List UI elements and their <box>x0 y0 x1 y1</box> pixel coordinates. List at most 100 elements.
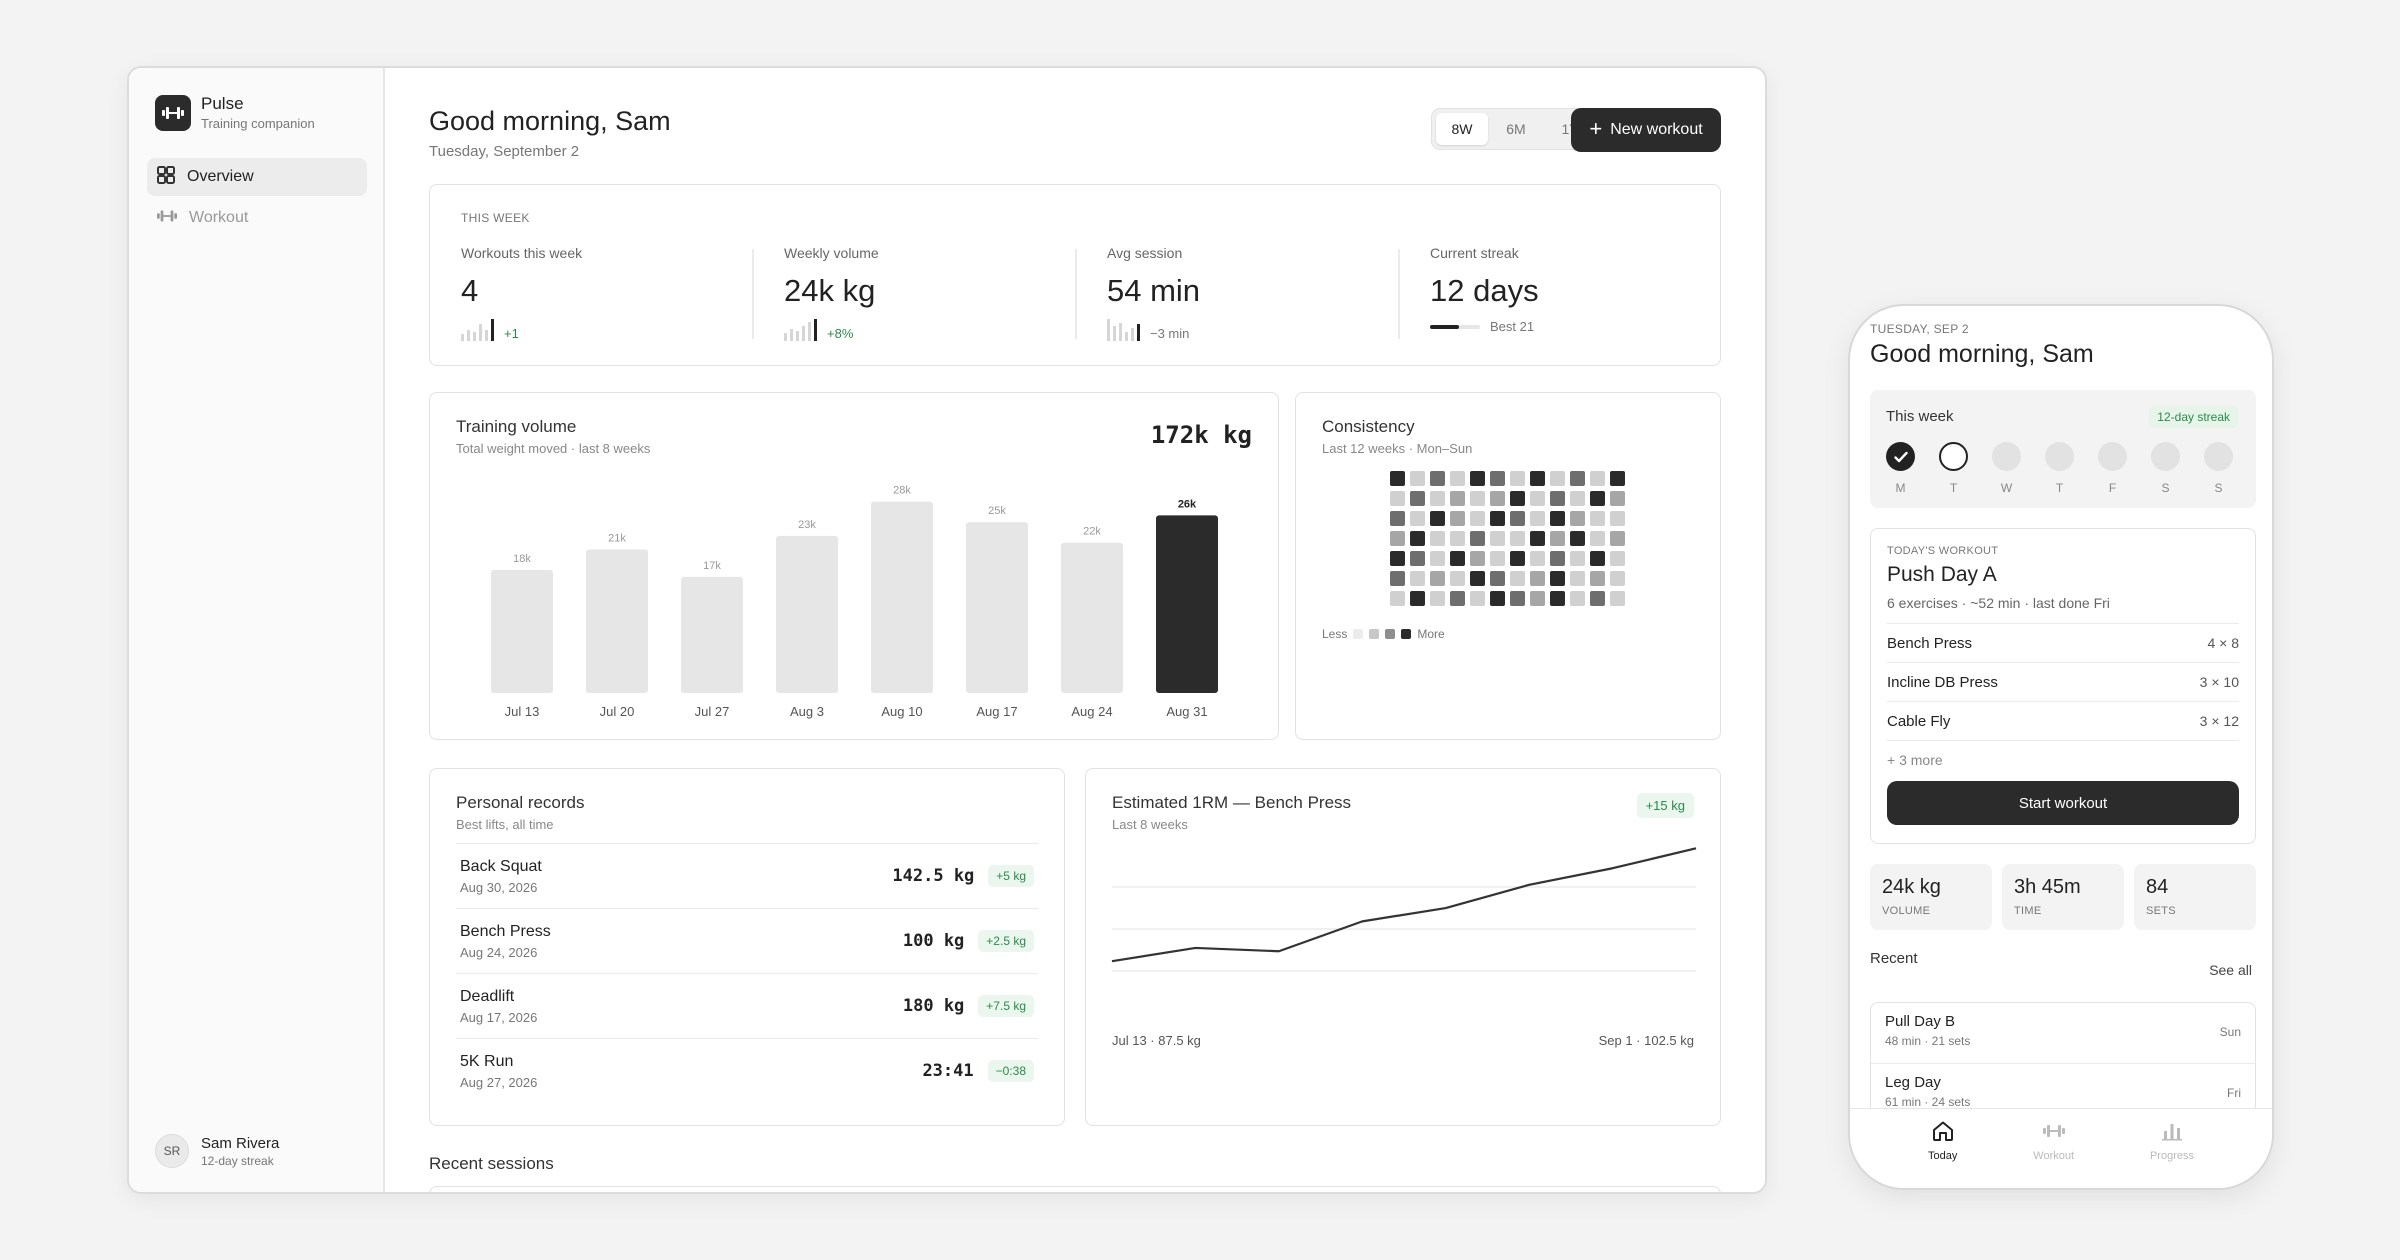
heatmap-cell[interactable] <box>1450 551 1465 566</box>
heatmap-cell[interactable] <box>1590 511 1605 526</box>
heatmap-cell[interactable] <box>1410 491 1425 506</box>
heatmap-cell[interactable] <box>1470 491 1485 506</box>
tab-workout[interactable]: Workout <box>2033 1119 2074 1188</box>
heatmap-cell[interactable] <box>1410 571 1425 586</box>
heatmap-cell[interactable] <box>1410 531 1425 546</box>
heatmap-cell[interactable] <box>1550 511 1565 526</box>
heatmap-cell[interactable] <box>1570 511 1585 526</box>
heatmap-cell[interactable] <box>1390 571 1405 586</box>
range-8w-button[interactable]: 8W <box>1436 113 1488 145</box>
heatmap-cell[interactable] <box>1410 511 1425 526</box>
day-item[interactable]: W <box>1992 442 2021 495</box>
heatmap-cell[interactable] <box>1470 471 1485 486</box>
heatmap-cell[interactable] <box>1610 551 1625 566</box>
heatmap-cell[interactable] <box>1530 531 1545 546</box>
record-row[interactable]: Back Squat Aug 30, 2026 142.5 kg +5 kg <box>456 843 1038 908</box>
heatmap-cell[interactable] <box>1510 531 1525 546</box>
sidebar-item-workout[interactable]: Workout <box>147 199 367 237</box>
day-item[interactable]: S <box>2204 442 2233 495</box>
day-item[interactable]: F <box>2098 442 2127 495</box>
heatmap-cell[interactable] <box>1430 511 1445 526</box>
tab-progress[interactable]: Progress <box>2150 1119 2194 1188</box>
heatmap-cell[interactable] <box>1510 511 1525 526</box>
heatmap-cell[interactable] <box>1610 471 1625 486</box>
heatmap-cell[interactable] <box>1590 471 1605 486</box>
heatmap-cell[interactable] <box>1470 551 1485 566</box>
tab-today[interactable]: Today <box>1928 1119 1957 1188</box>
heatmap-cell[interactable] <box>1530 471 1545 486</box>
volume-bar[interactable] <box>491 570 553 693</box>
heatmap-cell[interactable] <box>1590 531 1605 546</box>
heatmap-cell[interactable] <box>1550 551 1565 566</box>
volume-bar[interactable] <box>871 501 933 693</box>
heatmap-cell[interactable] <box>1490 511 1505 526</box>
more-exercises-link[interactable]: + 3 more <box>1887 740 2239 778</box>
sidebar-item-overview[interactable]: Overview <box>147 158 367 196</box>
heatmap-cell[interactable] <box>1610 531 1625 546</box>
heatmap-cell[interactable] <box>1450 531 1465 546</box>
heatmap-cell[interactable] <box>1510 471 1525 486</box>
heatmap-cell[interactable] <box>1590 491 1605 506</box>
heatmap-cell[interactable] <box>1450 491 1465 506</box>
heatmap-cell[interactable] <box>1390 511 1405 526</box>
day-item[interactable]: T <box>2045 442 2074 495</box>
range-6m-button[interactable]: 6M <box>1506 121 1526 137</box>
heatmap-cell[interactable] <box>1550 591 1565 606</box>
heatmap-cell[interactable] <box>1510 491 1525 506</box>
exercise-row[interactable]: Incline DB Press 3 × 10 <box>1887 662 2239 701</box>
heatmap-cell[interactable] <box>1510 551 1525 566</box>
heatmap-cell[interactable] <box>1490 591 1505 606</box>
heatmap-cell[interactable] <box>1590 551 1605 566</box>
heatmap-cell[interactable] <box>1490 491 1505 506</box>
user-profile[interactable]: SR Sam Rivera 12-day streak <box>155 1134 279 1168</box>
heatmap-cell[interactable] <box>1410 471 1425 486</box>
exercise-row[interactable]: Cable Fly 3 × 12 <box>1887 701 2239 740</box>
day-item[interactable]: M <box>1886 442 1915 495</box>
heatmap-cell[interactable] <box>1550 471 1565 486</box>
heatmap-cell[interactable] <box>1550 571 1565 586</box>
list-item[interactable]: Pull Day B 48 min · 21 sets Sun <box>1871 1003 2255 1063</box>
heatmap-cell[interactable] <box>1590 591 1605 606</box>
heatmap-cell[interactable] <box>1390 551 1405 566</box>
heatmap-cell[interactable] <box>1530 511 1545 526</box>
heatmap-cell[interactable] <box>1610 591 1625 606</box>
start-workout-button[interactable]: Start workout <box>1887 781 2239 825</box>
heatmap-cell[interactable] <box>1490 571 1505 586</box>
heatmap-cell[interactable] <box>1390 491 1405 506</box>
record-row[interactable]: Deadlift Aug 17, 2026 180 kg +7.5 kg <box>456 973 1038 1038</box>
heatmap-cell[interactable] <box>1450 591 1465 606</box>
heatmap-cell[interactable] <box>1430 551 1445 566</box>
heatmap-cell[interactable] <box>1590 571 1605 586</box>
heatmap-cell[interactable] <box>1490 471 1505 486</box>
heatmap-cell[interactable] <box>1530 571 1545 586</box>
heatmap-cell[interactable] <box>1450 511 1465 526</box>
heatmap-cell[interactable] <box>1610 571 1625 586</box>
heatmap-cell[interactable] <box>1430 491 1445 506</box>
heatmap-cell[interactable] <box>1570 591 1585 606</box>
heatmap-cell[interactable] <box>1450 571 1465 586</box>
exercise-row[interactable]: Bench Press 4 × 8 <box>1887 623 2239 662</box>
heatmap-cell[interactable] <box>1530 591 1545 606</box>
day-item[interactable]: T <box>1939 442 1968 495</box>
see-all-link[interactable]: See all <box>2209 962 2252 978</box>
heatmap-cell[interactable] <box>1470 511 1485 526</box>
heatmap-cell[interactable] <box>1470 531 1485 546</box>
heatmap-cell[interactable] <box>1490 551 1505 566</box>
heatmap-cell[interactable] <box>1550 531 1565 546</box>
heatmap-cell[interactable] <box>1610 511 1625 526</box>
volume-bar[interactable] <box>776 535 838 693</box>
heatmap-cell[interactable] <box>1390 591 1405 606</box>
record-row[interactable]: Bench Press Aug 24, 2026 100 kg +2.5 kg <box>456 908 1038 973</box>
volume-bar[interactable] <box>966 522 1028 693</box>
heatmap-cell[interactable] <box>1570 571 1585 586</box>
heatmap-cell[interactable] <box>1510 591 1525 606</box>
heatmap-cell[interactable] <box>1570 531 1585 546</box>
heatmap-cell[interactable] <box>1570 551 1585 566</box>
list-item[interactable]: Leg Day 61 min · 24 sets Fri <box>1871 1063 2255 1121</box>
heatmap-cell[interactable] <box>1610 491 1625 506</box>
heatmap-cell[interactable] <box>1450 471 1465 486</box>
heatmap-cell[interactable] <box>1570 491 1585 506</box>
volume-bar[interactable] <box>586 549 648 694</box>
heatmap-cell[interactable] <box>1410 551 1425 566</box>
heatmap-cell[interactable] <box>1470 571 1485 586</box>
